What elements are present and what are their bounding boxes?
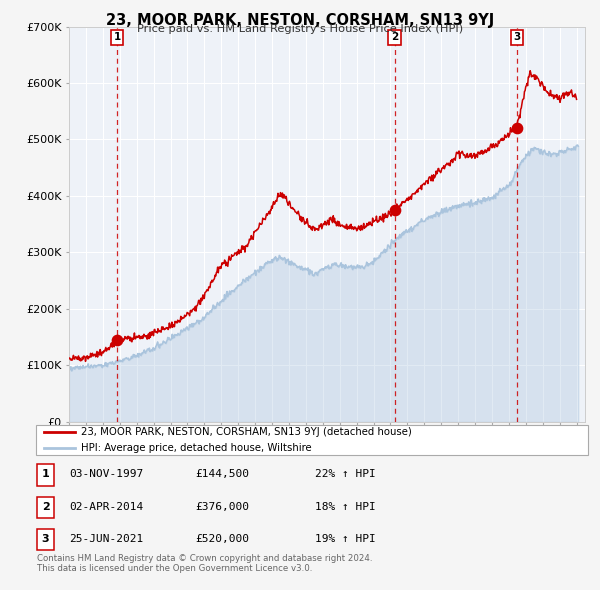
Point	[112, 336, 122, 345]
Text: £144,500: £144,500	[195, 470, 249, 479]
Text: 3: 3	[42, 535, 49, 544]
Text: 2: 2	[391, 32, 398, 42]
Text: Price paid vs. HM Land Registry's House Price Index (HPI): Price paid vs. HM Land Registry's House …	[137, 24, 463, 34]
Text: 23, MOOR PARK, NESTON, CORSHAM, SN13 9YJ: 23, MOOR PARK, NESTON, CORSHAM, SN13 9YJ	[106, 13, 494, 28]
Point	[390, 205, 400, 214]
Text: 1: 1	[113, 32, 121, 42]
Text: 23, MOOR PARK, NESTON, CORSHAM, SN13 9YJ (detached house): 23, MOOR PARK, NESTON, CORSHAM, SN13 9YJ…	[81, 428, 412, 437]
Text: £376,000: £376,000	[195, 502, 249, 512]
Text: HPI: Average price, detached house, Wiltshire: HPI: Average price, detached house, Wilt…	[81, 443, 312, 453]
Text: £520,000: £520,000	[195, 535, 249, 544]
Text: 02-APR-2014: 02-APR-2014	[69, 502, 143, 512]
Text: 2: 2	[42, 502, 49, 512]
Text: 03-NOV-1997: 03-NOV-1997	[69, 470, 143, 479]
FancyBboxPatch shape	[36, 425, 588, 455]
Text: 1: 1	[42, 470, 49, 479]
Text: Contains HM Land Registry data © Crown copyright and database right 2024.
This d: Contains HM Land Registry data © Crown c…	[37, 554, 373, 573]
Text: 3: 3	[514, 32, 521, 42]
Point	[512, 123, 522, 133]
Text: 19% ↑ HPI: 19% ↑ HPI	[315, 535, 376, 544]
Text: 22% ↑ HPI: 22% ↑ HPI	[315, 470, 376, 479]
Text: 25-JUN-2021: 25-JUN-2021	[69, 535, 143, 544]
Text: 18% ↑ HPI: 18% ↑ HPI	[315, 502, 376, 512]
